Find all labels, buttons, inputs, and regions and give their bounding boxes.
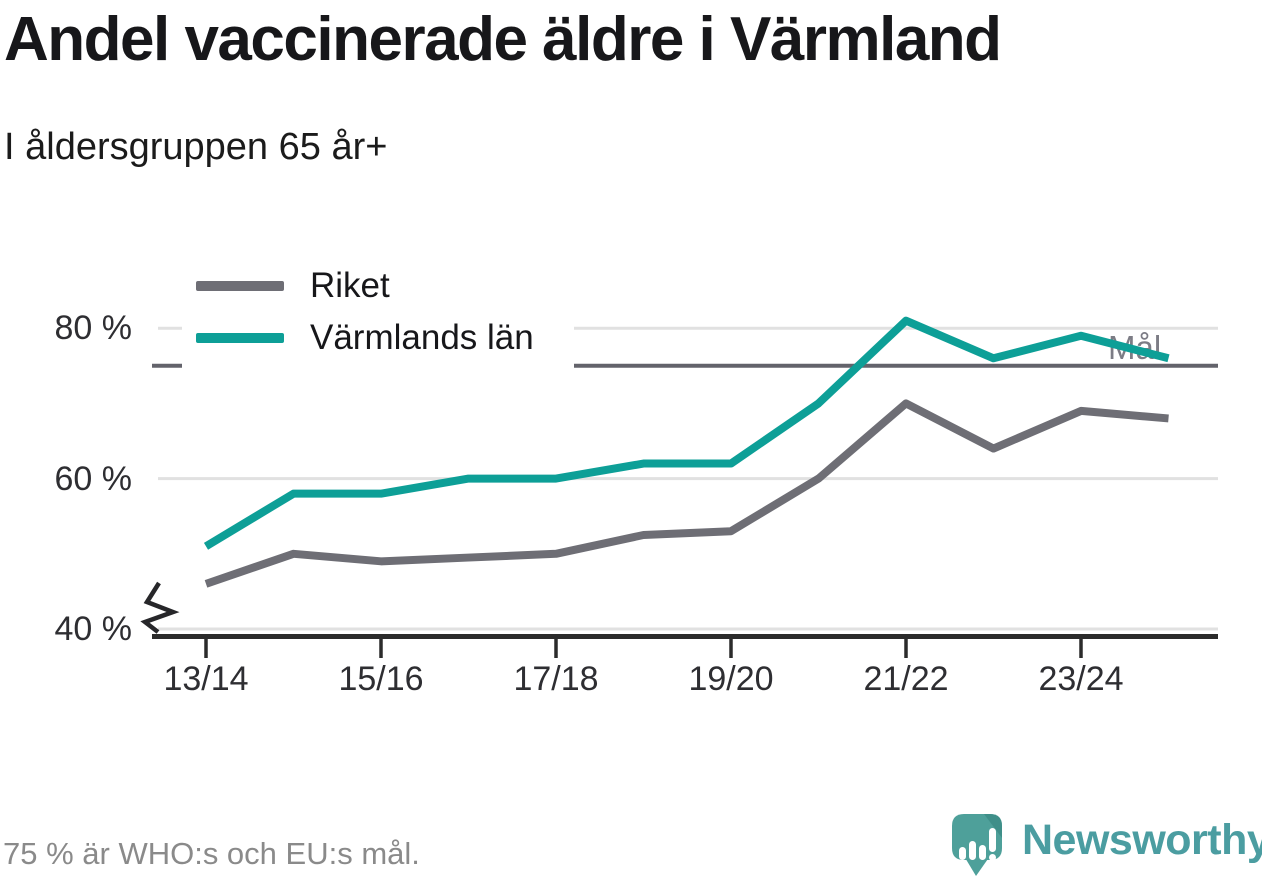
series-line-riket (204, 399, 1169, 588)
exclamation-icon (989, 828, 996, 861)
series-line-varmland (203, 316, 1170, 550)
axis-break-icon (140, 581, 180, 634)
speech-bubble-tail (964, 856, 990, 876)
chart-legend: Riket Värmlands län (182, 252, 574, 376)
legend-label-varmland: Värmlands län (310, 318, 534, 357)
x-tick-label-1718: 17/18 (513, 660, 599, 698)
bubble-corner-shade (984, 814, 1002, 838)
page-title: Andel vaccinerade äldre i Värmland (4, 5, 1002, 74)
footnote: 75 % är WHO:s och EU:s mål. (3, 836, 420, 871)
mini-bar-chart-icon (959, 841, 986, 860)
legend-label-riket: Riket (310, 266, 390, 305)
x-tick-label-1314: 13/14 (163, 660, 249, 698)
chart-series-layer (140, 316, 1218, 658)
newsworthy-logo-icon (952, 814, 1002, 876)
page-subtitle: I åldersgruppen 65 år+ (4, 126, 388, 168)
legend-item-varmland: Värmlands län (196, 312, 574, 364)
varmland-line-swatch (196, 333, 284, 343)
x-tick-label-1516: 15/16 (338, 660, 424, 698)
riket-line-swatch (196, 281, 284, 291)
x-tick-label-2122: 21/22 (863, 660, 949, 698)
y-tick-label-60: 60 % (54, 460, 133, 498)
newsworthy-logo-text: Newsworthy (1022, 816, 1262, 864)
y-tick-label-80: 80 % (54, 309, 133, 347)
x-tick-label-1920: 19/20 (688, 660, 774, 698)
y-tick-label-40: 40 % (54, 610, 133, 648)
x-tick-label-2324: 23/24 (1038, 660, 1124, 698)
newsworthy-logo: Newsworthy (948, 810, 1262, 878)
legend-item-riket: Riket (196, 260, 574, 312)
